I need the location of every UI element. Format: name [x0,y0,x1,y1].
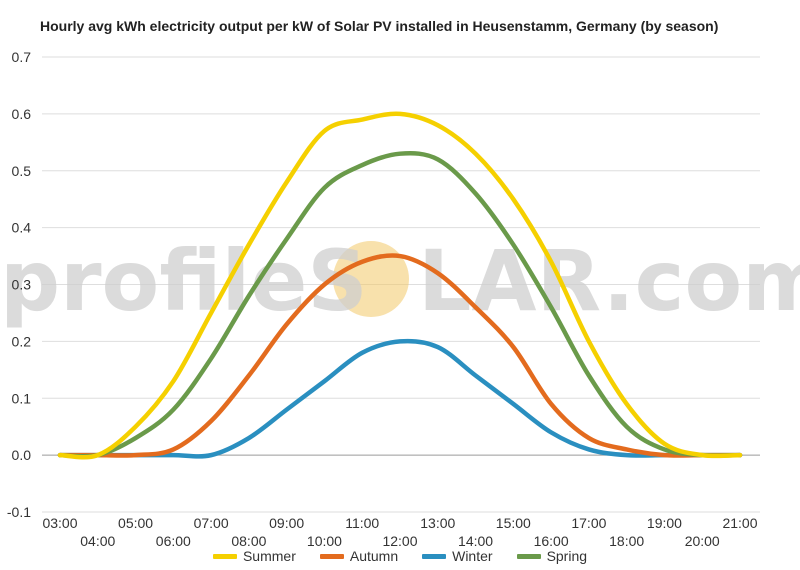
series-line-summer [57,111,743,460]
x-tick-label: 11:00 [345,515,379,531]
series-line-winter [57,338,743,459]
y-tick-label: 0.6 [12,106,32,122]
legend-label: Winter [452,548,493,564]
x-tick-label: 14:00 [458,533,493,548]
x-tick-label: 15:00 [496,515,531,531]
legend-swatch [422,553,447,559]
legend-label: Autumn [349,548,399,564]
x-tick-label: 13:00 [420,515,455,531]
y-axis-ticks: -0.1 0.0 0.1 0.2 0.3 0.4 0.5 0.6 0.7 [7,49,31,520]
legend: Summer Autumn Winter Spring [0,548,800,564]
y-tick-label: 0.1 [12,390,32,406]
watermark-sun [333,241,409,317]
series-lines [57,111,743,460]
legend-swatch [516,553,541,559]
x-tick-label: 21:00 [722,515,757,531]
x-tick-label: 10:00 [307,533,342,548]
chart-title: Hourly avg kWh electricity output per kW… [40,18,719,34]
x-tick-label: 18:00 [609,533,644,548]
x-tick-label: 16:00 [534,533,569,548]
legend-swatch [212,553,237,559]
x-tick-label: 08:00 [231,533,266,548]
legend-label: Spring [546,548,588,564]
x-axis-ticks: 03:0004:0005:0006:0007:0008:0009:0010:00… [42,515,757,548]
x-tick-label: 09:00 [269,515,304,531]
legend-item-spring: Spring [516,548,588,564]
series-line-autumn [57,253,743,458]
x-tick-label: 12:00 [382,533,417,548]
y-tick-label: 0.7 [12,49,32,65]
y-tick-label: -0.1 [7,504,31,520]
legend-item-autumn: Autumn [319,548,399,564]
y-tick-label: 0.2 [12,333,32,349]
legend-swatch [319,553,344,559]
x-tick-label: 17:00 [571,515,606,531]
watermark-text-right: LAR.com [418,232,800,330]
legend-item-summer: Summer [212,548,296,564]
watermark: profileS LAR.com [0,232,800,330]
watermark-text-left: profileS [0,232,368,330]
line-chart: profileS LAR.com -0.1 0.0 0.1 0.2 0.3 0.4 0.5 0… [0,49,800,548]
y-tick-label: 0.0 [12,447,32,463]
x-tick-label: 20:00 [685,533,720,548]
y-tick-label: 0.5 [12,163,32,179]
x-tick-label: 03:00 [42,515,77,531]
x-tick-label: 19:00 [647,515,682,531]
x-tick-label: 05:00 [118,515,153,531]
x-tick-label: 04:00 [80,533,115,548]
series-line-spring [57,150,743,459]
legend-label: Summer [242,548,296,564]
legend-item-winter: Winter [422,548,493,564]
y-tick-label: 0.4 [12,220,32,236]
x-tick-label: 07:00 [194,515,229,531]
y-tick-label: 0.3 [12,277,32,293]
x-tick-label: 06:00 [156,533,191,548]
